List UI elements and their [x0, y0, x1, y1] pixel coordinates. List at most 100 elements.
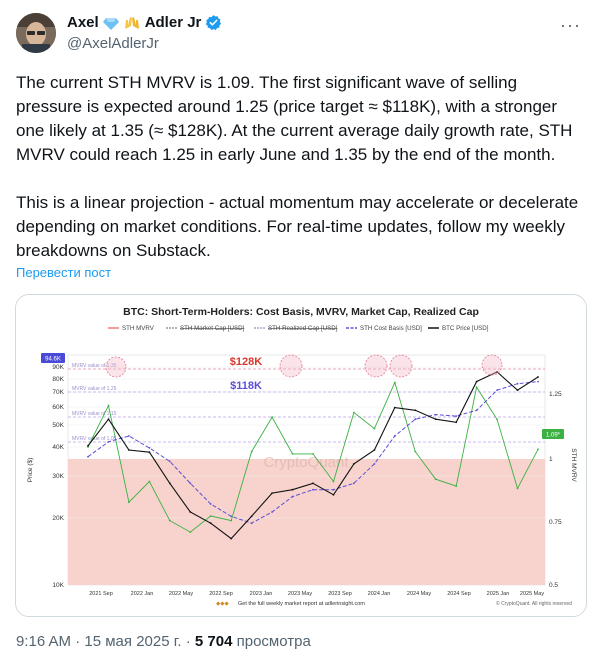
y-tick: 50K	[52, 422, 64, 429]
mvrv-level-labels: MVRV value of 1.35 MVRV value of 1.25 MV…	[72, 363, 117, 442]
legend-market-cap: STH Market Cap [USD]	[180, 325, 245, 332]
data-point	[291, 453, 294, 455]
y-tick: 30K	[52, 473, 64, 480]
chart-image[interactable]: BTC: Short-Term-Holders: Cost Basis, MVR…	[15, 294, 587, 617]
data-point	[414, 450, 417, 453]
below-one-zone	[68, 459, 545, 585]
mvrv-level-label-4: MVRV value of 1.05	[72, 436, 117, 442]
y-tick: 90K	[52, 364, 64, 371]
x-tick: 2023 Jan	[250, 591, 273, 597]
data-point	[87, 455, 89, 458]
meta-separator: ·	[185, 633, 191, 650]
data-point	[107, 404, 110, 407]
y-tick: 70K	[52, 389, 64, 396]
data-point	[537, 448, 539, 451]
legend-btc-price: BTC Price [USD]	[442, 325, 489, 332]
data-point	[393, 435, 396, 437]
avatar[interactable]	[16, 13, 56, 53]
tweet-meta: 9:16 AM · 15 мая 2025 г. · 5 704 просмот…	[16, 633, 311, 650]
data-point	[537, 376, 539, 378]
y-tick: 60K	[52, 404, 64, 411]
mvrv-level-label-2: MVRV value of 1.25	[72, 386, 117, 392]
legend-cost-basis: STH Cost Basis [USD]	[360, 325, 422, 332]
data-point	[230, 537, 233, 540]
data-point	[496, 371, 498, 373]
data-point	[168, 519, 171, 522]
peak-circle	[279, 354, 303, 378]
tweet-time[interactable]: 9:16 AM	[16, 633, 72, 650]
data-point	[148, 480, 151, 483]
data-point	[209, 515, 212, 517]
x-tick: 2022 May	[169, 591, 193, 597]
y-axis-left: 90K 80K 70K 60K 50K 40K 30K 20K 10K	[52, 364, 64, 589]
chart-legend: STH MVRV STH Market Cap [USD] STH Realiz…	[108, 325, 489, 332]
x-tick: 2025 May	[520, 591, 544, 597]
mvrv-level-label-3: MVRV value of 1.15	[72, 411, 117, 417]
more-options-icon[interactable]: ···	[560, 15, 581, 35]
gem-icon	[102, 17, 119, 30]
annotation-128k: $128K	[230, 356, 262, 368]
avatar-photo	[16, 13, 56, 53]
x-tick: 2023 Sep	[328, 591, 352, 597]
data-point	[312, 453, 314, 455]
data-point	[271, 511, 273, 513]
current-price-badge: 94.6K	[45, 357, 61, 363]
footer-emoji-icons: ◆◆◆	[216, 601, 229, 607]
data-point	[455, 485, 458, 487]
y-tick-right: 0.75	[549, 519, 562, 526]
data-point	[168, 460, 171, 463]
y-tick-right: 0.5	[549, 582, 558, 589]
data-point	[107, 440, 110, 443]
chart-copyright: © CryptoQuant. All rights reserved	[496, 600, 572, 607]
data-point	[107, 418, 110, 421]
data-point	[312, 482, 314, 485]
y-tick: 20K	[52, 515, 64, 522]
author-handle[interactable]: @AxelAdlerJr	[67, 35, 159, 52]
data-point	[128, 501, 130, 504]
data-point	[291, 495, 294, 498]
data-point	[189, 531, 192, 533]
x-tick: 2024 Sep	[447, 591, 471, 597]
data-point	[516, 382, 519, 385]
data-point	[455, 415, 458, 417]
y-tick: 10K	[52, 582, 64, 589]
legend-sth-mvrv: STH MVRV	[122, 325, 155, 332]
current-mvrv-badge: 1.09*	[546, 433, 561, 439]
data-point	[537, 380, 539, 383]
chart-title: BTC: Short-Term-Holders: Cost Basis, MVR…	[123, 306, 479, 318]
tweet-text: The current STH MVRV is 1.09. The first …	[16, 71, 586, 263]
data-point	[373, 427, 376, 430]
data-point	[250, 515, 253, 518]
data-point	[434, 478, 437, 481]
data-point	[496, 389, 498, 392]
peak-circle	[364, 354, 388, 378]
data-point	[230, 515, 233, 518]
data-point	[291, 488, 294, 491]
data-point	[496, 418, 498, 421]
data-point	[373, 463, 376, 465]
verified-badge-icon	[206, 15, 222, 30]
peak-circle	[481, 354, 503, 376]
data-point	[312, 488, 314, 491]
translate-link[interactable]: Перевести пост	[16, 265, 112, 280]
legend-realized-cap: STH Realized Cap [USD]	[268, 325, 338, 332]
author-name-row[interactable]: Axel Adler Jr	[67, 14, 222, 31]
x-tick: 2025 Jan	[487, 591, 510, 597]
x-tick: 2024 May	[407, 591, 431, 597]
data-point	[332, 493, 335, 496]
author-name[interactable]: Axel	[67, 14, 99, 31]
data-point	[353, 482, 355, 485]
author-name-suffix[interactable]: Adler Jr	[144, 14, 202, 31]
y-axis-right-label: STH MVRV	[570, 448, 577, 482]
data-point	[434, 418, 437, 421]
data-point	[414, 418, 417, 421]
y-tick-right: 1.25	[549, 391, 562, 398]
data-point	[332, 480, 335, 483]
y-tick-right: 1	[549, 456, 553, 463]
tweet-date[interactable]: 15 мая 2025 г.	[84, 633, 182, 650]
peak-highlights	[105, 354, 503, 378]
peak-circle	[389, 354, 413, 378]
series-layer	[87, 371, 539, 540]
data-point	[128, 435, 130, 437]
x-axis: 2021 Sep 2022 Jan 2022 May 2022 Sep 2023…	[89, 591, 544, 597]
